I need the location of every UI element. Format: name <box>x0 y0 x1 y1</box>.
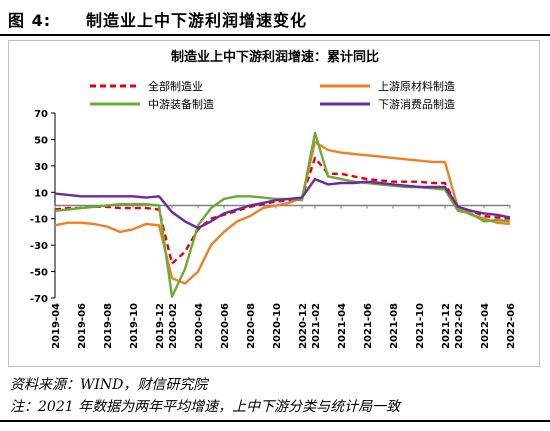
x-tick-label: 2020-02 <box>168 303 179 349</box>
x-tick-label: 2021-04 <box>337 303 348 349</box>
x-tick-label: 2022-04 <box>480 303 491 349</box>
y-tick-label: 30 <box>34 162 48 173</box>
series-line <box>54 177 511 230</box>
figure-header: 图 4: 制造业上中下游利润增速变化 <box>0 0 550 36</box>
y-tick-label: 50 <box>34 135 48 146</box>
x-tick-label: 2020-12 <box>298 303 309 349</box>
x-tick-label: 2019-08 <box>103 303 114 349</box>
y-tick-label: 10 <box>34 188 48 199</box>
x-tick-label: 2019-12 <box>155 303 166 349</box>
y-tick-label: -30 <box>30 241 48 252</box>
x-tick-label: 2020-04 <box>194 303 205 349</box>
x-tick-label: 2021-02 <box>311 303 322 349</box>
y-tick-label: 70 <box>34 109 48 120</box>
x-tick-label: 2021-10 <box>415 303 426 349</box>
chart-title: 制造业上中下游利润增速：累计同比 <box>171 49 379 65</box>
y-tick-label: -50 <box>30 268 48 279</box>
legend-label: 下游消费品制造 <box>378 97 455 111</box>
legend-label: 中游装备制造 <box>148 97 214 111</box>
figure-title: 制造业上中下游利润增速变化 <box>86 11 308 30</box>
x-tick-label: 2019-06 <box>77 303 88 349</box>
x-tick-label: 2021-08 <box>389 303 400 349</box>
x-tick-label: 2020-08 <box>246 303 257 349</box>
legend-label: 全部制造业 <box>148 79 203 93</box>
y-tick-label: -70 <box>30 294 48 305</box>
footnote: 注：2021 年数据为两年平均增速，上中下游分类与统计局一致 <box>10 399 401 415</box>
x-tick-label: 2021-12 <box>441 303 452 349</box>
figure-number: 图 4: <box>8 11 52 30</box>
x-tick-label: 2020-10 <box>272 303 283 349</box>
legend-label: 上游原材料制造 <box>378 79 455 93</box>
x-tick-label: 2019-10 <box>129 303 140 349</box>
series-line <box>54 156 511 265</box>
x-tick-label: 2022-02 <box>454 303 465 349</box>
footer-rule <box>0 420 550 422</box>
x-tick-label: 2019-04 <box>51 303 62 349</box>
series-line <box>54 140 511 285</box>
chart-frame <box>8 40 540 367</box>
series-line <box>54 131 511 298</box>
x-tick-label: 2020-06 <box>220 303 231 349</box>
source-note: 资料来源：WIND，财信研究院 <box>10 377 208 393</box>
x-tick-label: 2022-06 <box>506 303 517 349</box>
y-tick-label: -10 <box>30 215 48 226</box>
x-tick-label: 2021-06 <box>363 303 374 349</box>
